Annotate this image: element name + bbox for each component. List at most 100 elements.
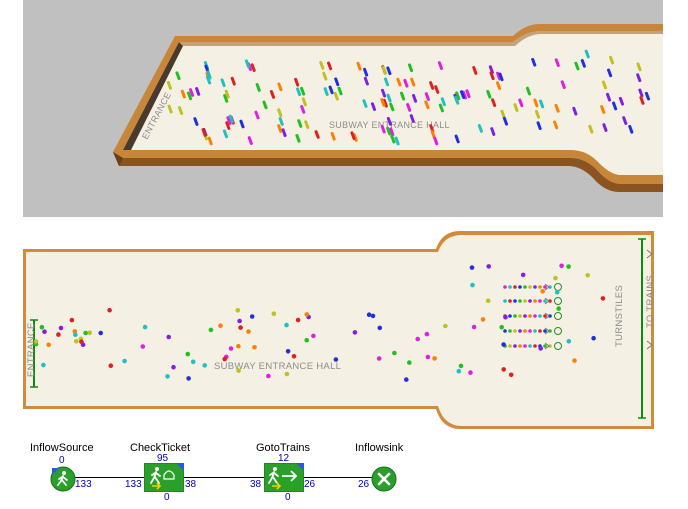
pedestrian-3d bbox=[301, 97, 307, 107]
pedestrian-3d bbox=[224, 89, 230, 99]
pedestrian-2d bbox=[246, 329, 251, 334]
pedestrian-2d bbox=[140, 344, 146, 349]
pedestrian-3d bbox=[477, 124, 483, 133]
pedestrian-3d bbox=[490, 127, 496, 136]
pedestrians-2d bbox=[33, 263, 606, 382]
pedestrian-3d bbox=[262, 100, 268, 110]
pedestrian-3d bbox=[222, 129, 229, 139]
pedestrian-3d bbox=[580, 58, 586, 68]
pedestrian-3d bbox=[424, 100, 430, 110]
pedestrian-2d bbox=[291, 354, 297, 359]
queue-dot bbox=[503, 285, 507, 289]
queue-dot bbox=[518, 329, 522, 333]
pedestrian-2d bbox=[540, 289, 545, 294]
pedestrian-3d bbox=[269, 90, 276, 99]
pedestrian-2d bbox=[58, 325, 64, 331]
queue-dot bbox=[518, 285, 522, 289]
pedestrian-3d bbox=[383, 77, 390, 87]
hall-label-2d: SUBWAY ENTRANCE HALL bbox=[214, 361, 341, 372]
pedestrian-3d bbox=[294, 77, 300, 87]
count-inflowsink-in: 26 bbox=[358, 479, 370, 490]
turnstile-arrow bbox=[544, 312, 550, 320]
pedestrian-2d bbox=[122, 358, 127, 364]
connector-1 bbox=[74, 477, 144, 478]
pedestrian-3d bbox=[201, 128, 207, 137]
pedestrian-3d bbox=[536, 121, 542, 131]
queue-dot bbox=[523, 344, 527, 348]
pedestrian-2d bbox=[556, 306, 561, 311]
queue-dot bbox=[508, 329, 512, 333]
pedestrian-3d bbox=[300, 86, 306, 96]
pedestrian-3d bbox=[638, 88, 644, 98]
pedestrian-3d bbox=[472, 66, 478, 75]
pedestrian-3d bbox=[608, 55, 615, 65]
count-checkticket-top: 95 bbox=[157, 453, 169, 464]
turnstile bbox=[554, 312, 562, 320]
checkticket-block[interactable] bbox=[143, 462, 185, 497]
2d-view[interactable]: ENTRANCE SUBWAY ENTRANCE HALL TO TRAINS … bbox=[0, 225, 688, 435]
queue-dot bbox=[513, 329, 517, 333]
pedestrian-3d bbox=[584, 49, 590, 59]
pedestrian-3d bbox=[333, 91, 339, 101]
queue-dot bbox=[508, 299, 512, 303]
count-inflowsource-out: 133 bbox=[75, 479, 92, 490]
pedestrian-2d bbox=[98, 330, 103, 336]
pedestrian-2d bbox=[271, 311, 277, 316]
pedestrian-3d bbox=[495, 81, 502, 90]
pedestrian-2d bbox=[486, 264, 492, 269]
pedestrian-3d bbox=[455, 91, 461, 101]
count-inflowsource-top: 0 bbox=[59, 455, 65, 466]
gototrains-block[interactable] bbox=[263, 462, 305, 497]
pedestrian-3d bbox=[403, 78, 409, 88]
queue-dot bbox=[508, 314, 512, 318]
pedestrian-2d bbox=[377, 325, 383, 331]
pedestrian-2d bbox=[33, 339, 39, 344]
pedestrian-3d bbox=[337, 86, 343, 96]
turnstile bbox=[554, 297, 562, 305]
pedestrian-3d bbox=[363, 76, 369, 86]
pedestrian-2d bbox=[87, 330, 92, 336]
pedestrian-3d bbox=[327, 61, 333, 71]
pedestrian-2d bbox=[471, 324, 477, 330]
pedestrian-3d bbox=[205, 75, 212, 85]
inflowsink-block[interactable] bbox=[371, 466, 397, 497]
queue-dot bbox=[543, 299, 547, 303]
inflowsource-block[interactable] bbox=[50, 466, 76, 497]
pedestrian-2d bbox=[553, 275, 558, 281]
pedestrian-2d bbox=[366, 312, 372, 317]
pedestrian-3d bbox=[250, 63, 256, 72]
pedestrian-3d bbox=[206, 70, 212, 80]
queue-dot bbox=[513, 285, 517, 289]
pedestrian-2d bbox=[202, 363, 207, 368]
queue-dot bbox=[523, 329, 527, 333]
pedestrian-3d bbox=[370, 102, 377, 112]
pedestrian-3d bbox=[389, 127, 395, 137]
3d-view[interactable]: SUBWAY ENTRANCE HALL ENTRANCE bbox=[23, 0, 663, 217]
pedestrian-2d bbox=[415, 336, 421, 342]
pedestrian-3d bbox=[495, 71, 502, 81]
queue-dot bbox=[538, 329, 542, 333]
pedestrian-2d bbox=[304, 312, 310, 317]
queue-dot bbox=[543, 314, 547, 318]
pedestrian-3d bbox=[454, 95, 460, 105]
pedestrian-3d bbox=[363, 67, 369, 77]
queue-dot bbox=[523, 285, 527, 289]
pedestrian-3d bbox=[491, 98, 497, 108]
pedestrian-2d bbox=[352, 330, 358, 335]
pedestrian-3d bbox=[525, 86, 532, 96]
pedestrian-2d bbox=[237, 318, 242, 324]
pedestrian-2d bbox=[166, 334, 171, 340]
queue-dot bbox=[528, 329, 532, 333]
pedestrian-2d bbox=[73, 332, 78, 337]
pedestrian-3d bbox=[438, 103, 444, 113]
pedestrian-3d bbox=[399, 91, 406, 101]
pedestrian-3d bbox=[618, 96, 625, 106]
pedestrian-3d bbox=[560, 80, 566, 90]
count-checkticket-out: 38 bbox=[185, 479, 197, 490]
pedestrian-2d bbox=[171, 364, 176, 370]
pedestrian-3d bbox=[644, 91, 651, 101]
pedestrian-3d bbox=[498, 72, 504, 82]
connector-2 bbox=[184, 477, 264, 478]
pedestrian-3d bbox=[323, 87, 329, 96]
queue-dot bbox=[513, 299, 517, 303]
